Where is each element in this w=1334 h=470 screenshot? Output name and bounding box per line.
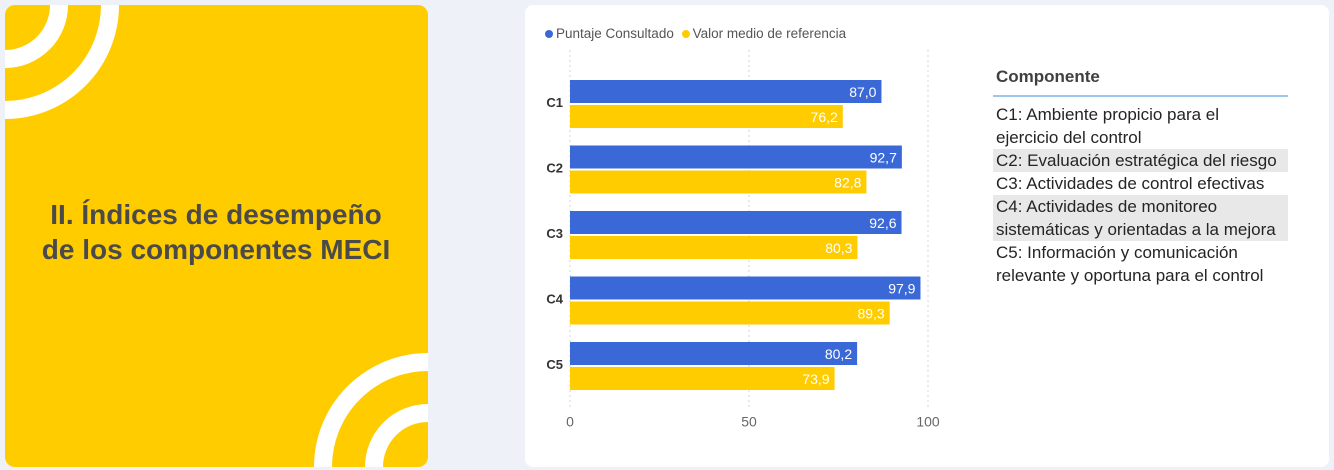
bar-valor-medio-c4 <box>570 301 890 325</box>
x-tick-label-1: 50 <box>741 414 757 430</box>
legend-label-valor-medio: Valor medio de referencia <box>692 26 847 41</box>
table-header: Componente <box>993 62 1288 97</box>
bar-valor-medio-c1 <box>570 105 843 128</box>
y-tick-label-c3: C3 <box>546 226 563 241</box>
data-label-valor-medio-c2: 82,8 <box>834 175 861 191</box>
y-tick-label-c4: C4 <box>546 292 563 307</box>
chart-legend: Puntaje Consultado Valor medio de refere… <box>545 26 850 41</box>
bar-puntaje-c3 <box>570 211 902 234</box>
y-tick-label-c2: C2 <box>546 161 563 176</box>
data-label-puntaje-c1: 87,0 <box>849 84 876 100</box>
bar-chart: 0 50 100 C1 87,0 76,2 C2 92,7 82,8 C3 92,6 80,3 C4 97… <box>546 50 940 430</box>
title-panel <box>5 5 428 467</box>
legend-item-puntaje[interactable]: Puntaje Consultado <box>545 26 674 41</box>
bar-puntaje-c5 <box>570 342 858 365</box>
decorative-arcs <box>5 5 428 467</box>
data-label-valor-medio-c1: 76,2 <box>811 109 838 125</box>
y-tick-label-c5: C5 <box>546 357 563 372</box>
x-tick-label-2: 100 <box>916 414 940 430</box>
data-label-puntaje-c5: 80,2 <box>825 346 852 362</box>
data-label-puntaje-c3: 92,6 <box>869 215 896 231</box>
table-row-c1: C1: Ambiente propicio para el ejercicio … <box>996 105 1220 147</box>
y-tick-label-c1: C1 <box>546 95 563 110</box>
data-label-valor-medio-c4: 89,3 <box>857 306 884 322</box>
section-title-line2: de los componentes MECI <box>41 234 391 265</box>
table-row-c3: C3: Actividades de control efectivas <box>996 174 1265 193</box>
legend-label-puntaje: Puntaje Consultado <box>556 26 674 41</box>
data-label-puntaje-c4: 97,9 <box>888 281 915 297</box>
section-title-line1: II. Índices de desempeño <box>50 199 382 230</box>
bar-puntaje-c1 <box>570 80 882 103</box>
table-row-c5: C5: Información y comunicación relevante… <box>996 243 1264 285</box>
table-row-c2: C2: Evaluación estratégica del riesgo <box>993 149 1288 172</box>
legend-dot-yellow <box>681 30 690 38</box>
bar-puntaje-c2 <box>570 145 902 169</box>
component-table: Componente C1: Ambiente propicio para el… <box>993 62 1288 287</box>
data-label-valor-medio-c3: 80,3 <box>825 240 852 256</box>
x-tick-label-0: 0 <box>566 414 574 430</box>
section-title: II. Índices de desempeño de los componen… <box>20 197 412 267</box>
legend-item-valor-medio[interactable]: Valor medio de referencia <box>681 26 847 41</box>
data-label-valor-medio-c5: 73,9 <box>802 371 829 387</box>
bar-valor-medio-c2 <box>570 170 867 194</box>
bar-valor-medio-c5 <box>570 367 835 390</box>
legend-dot-blue <box>545 30 553 38</box>
table-row-c4: C4: Actividades de monitoreo sistemática… <box>993 195 1288 241</box>
data-label-puntaje-c2: 92,7 <box>870 150 897 166</box>
bar-puntaje-c4 <box>570 276 921 300</box>
bar-valor-medio-c3 <box>570 236 858 259</box>
